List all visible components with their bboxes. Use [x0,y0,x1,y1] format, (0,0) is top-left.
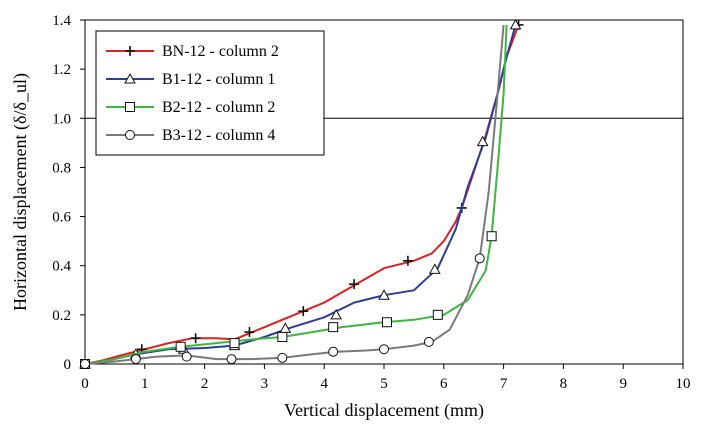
y-tick-label-3: 0.6 [52,210,71,226]
series-0-marker-2 [190,333,201,344]
series-2-marker-3 [277,331,288,342]
legend-label-1: B1-12 - column 1 [162,71,275,88]
series-line-2 [84,24,508,365]
x-tick-label-1: 1 [141,376,149,392]
legend-marker-3 [125,130,135,140]
x-tick-label-3: 3 [261,376,269,392]
y-tick-label-7: 1.4 [52,13,71,29]
x-tick-label-7: 7 [500,376,508,392]
series-3-marker-8 [474,253,485,264]
series-1-marker-8 [476,135,489,147]
series-0-marker-5 [349,279,360,290]
series-3-marker-5 [328,346,339,357]
series-2-marker-2 [229,338,240,349]
series-2-marker-7 [486,231,497,242]
series-0-marker-6 [402,255,413,266]
y-tick-label-1: 0.2 [52,308,71,324]
legend-marker-1 [124,72,136,84]
legend-label-0: BN-12 - column 2 [162,43,279,60]
x-tick-label-8: 8 [560,376,568,392]
x-axis-title: Vertical displacement (mm) [284,400,484,421]
series-1-marker-6 [378,289,390,300]
y-tick-label-2: 0.4 [52,259,71,275]
y-tick-label-0: 0 [64,357,72,373]
y-tick-label-6: 1.2 [52,62,71,78]
series-line-3 [84,24,505,365]
series-1-marker-5 [330,308,343,320]
series-3-marker-4 [277,352,288,363]
y-tick-label-5: 1.0 [52,111,71,127]
y-axis-title: Horizontal displacement (δ/δ_ul) [10,73,31,311]
legend-marker-2 [125,102,135,112]
series-1-marker-9 [509,18,522,30]
x-tick-label-10: 10 [676,376,691,392]
y-tick-label-4: 0.8 [52,160,71,176]
series-3-marker-0 [80,359,90,369]
series-3-marker-1 [130,354,141,365]
series-0-marker-3 [244,327,255,338]
legend-label-3: B3-12 - column 4 [162,127,275,144]
x-tick-label-4: 4 [320,376,328,392]
x-tick-label-2: 2 [201,376,209,392]
series-2-marker-1 [175,341,186,352]
series-3-marker-3 [226,354,237,365]
series-1-marker-7 [428,263,441,274]
series-2-marker-6 [432,309,443,320]
x-tick-label-0: 0 [81,376,89,392]
legend-label-2: B2-12 - column 2 [162,99,275,116]
series-0-marker-4 [298,306,309,317]
series-3-marker-7 [423,336,434,347]
x-tick-label-5: 5 [380,376,388,392]
series-3-marker-6 [379,344,389,355]
series-3-marker-2 [181,351,192,362]
x-tick-label-9: 9 [619,376,627,392]
series-2-marker-4 [328,322,339,333]
series-2-marker-5 [381,317,392,328]
x-tick-label-6: 6 [440,376,448,392]
legend-marker-0 [125,46,135,56]
